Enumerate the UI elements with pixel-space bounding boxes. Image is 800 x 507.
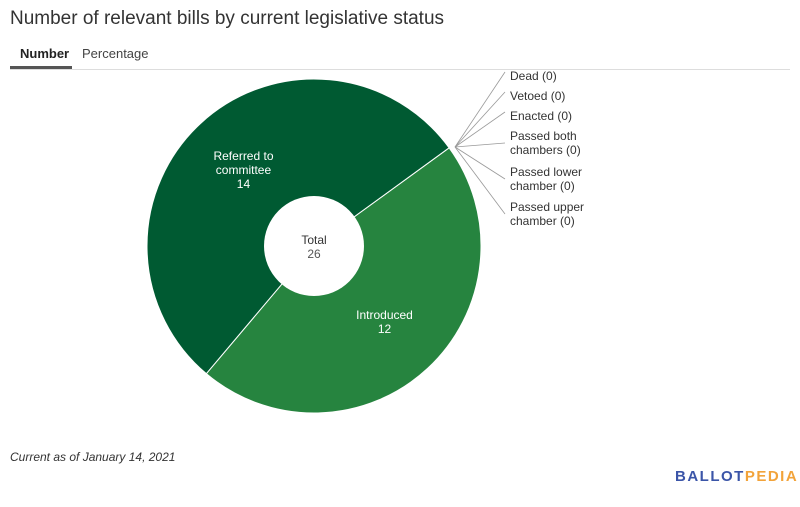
slice-label: Introduced	[356, 308, 413, 322]
outside-label: chambers (0)	[510, 143, 581, 157]
slice-label: Referred to	[213, 149, 273, 163]
logo-part-ballot: BALLOT	[675, 468, 745, 485]
outside-label: Passed lower	[510, 165, 582, 179]
footnote: Current as of January 14, 2021	[10, 450, 176, 464]
tab-number[interactable]: Number	[20, 46, 70, 61]
chart-title: Number of relevant bills by current legi…	[10, 8, 445, 29]
outside-label: Dead (0)	[510, 69, 557, 83]
center-value: 26	[307, 247, 321, 261]
slice-label: 12	[378, 322, 392, 336]
active-tab-indicator	[10, 66, 72, 69]
leader-line	[454, 71, 506, 148]
leader-line	[454, 146, 506, 180]
donut-hole	[264, 196, 364, 296]
tab-bar: Number Percentage	[10, 40, 790, 70]
leader-line	[454, 146, 506, 215]
leader-line	[454, 111, 506, 148]
leader-line	[454, 91, 506, 148]
outside-label: Enacted (0)	[510, 109, 572, 123]
logo-part-pedia: PEDIA	[744, 468, 799, 485]
outside-label: chamber (0)	[510, 214, 575, 228]
tab-percentage[interactable]: Percentage	[82, 46, 149, 61]
center-label: Total	[301, 233, 326, 247]
slice-label: 14	[237, 177, 251, 191]
outside-label: Vetoed (0)	[510, 89, 565, 103]
outside-label: chamber (0)	[510, 179, 575, 193]
outside-label: Passed both	[510, 129, 577, 143]
slice-label: committee	[216, 163, 272, 177]
ballotpedia-logo: BALLOTPEDIA	[675, 468, 798, 485]
leader-line	[454, 142, 506, 148]
outside-label: Passed upper	[510, 200, 584, 214]
